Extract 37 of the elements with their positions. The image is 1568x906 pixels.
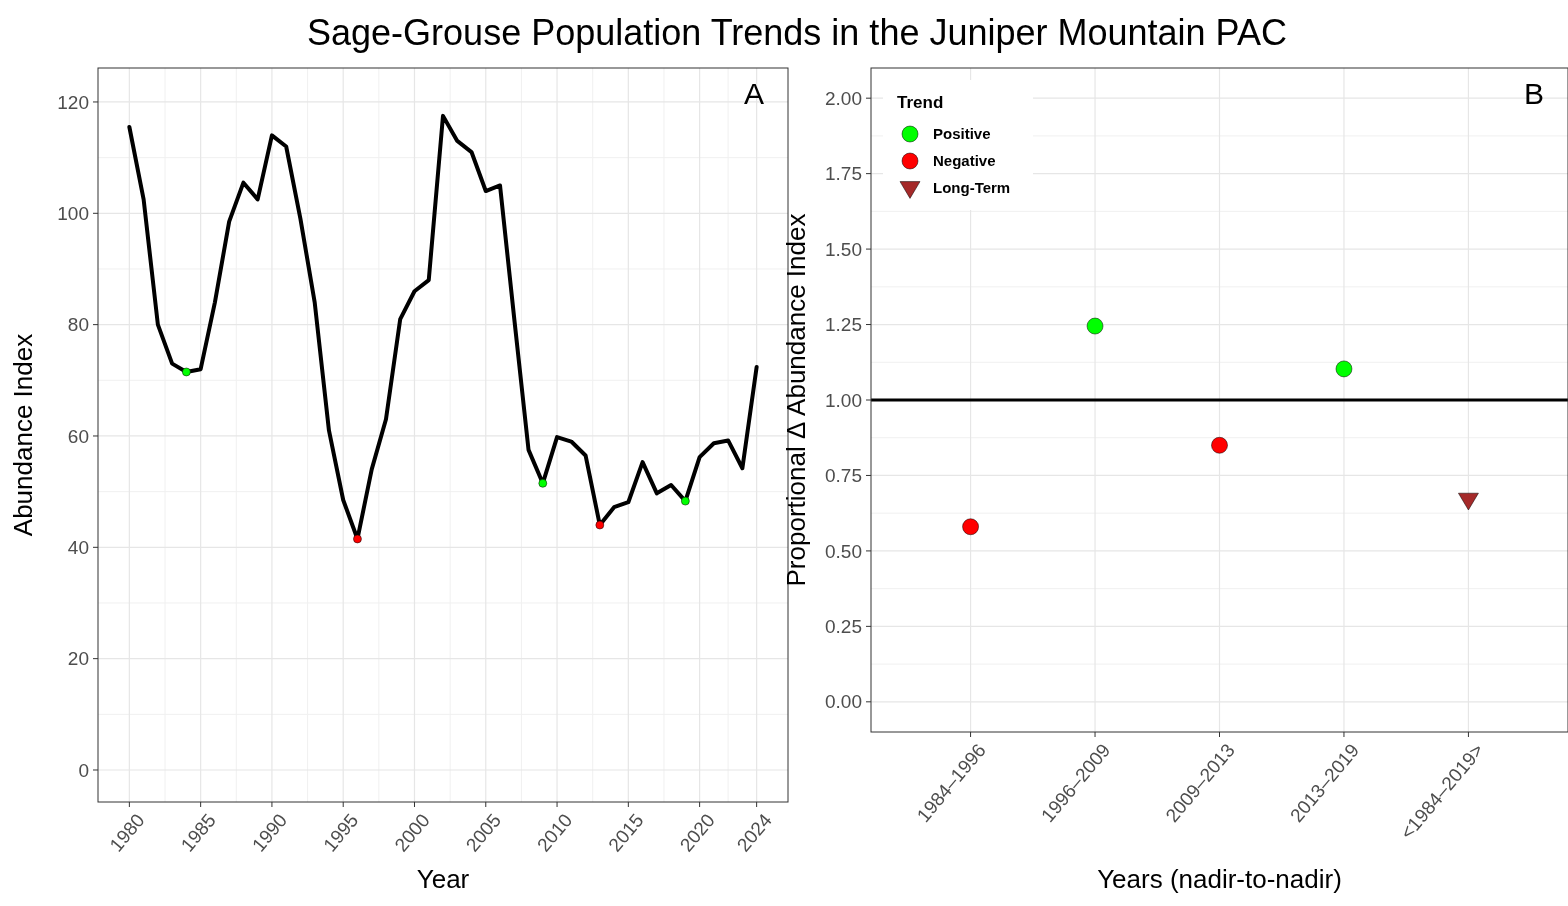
point bbox=[962, 518, 979, 536]
y-tick-label: 100 bbox=[57, 202, 89, 224]
point bbox=[595, 520, 605, 530]
point bbox=[182, 367, 191, 377]
y-tick-label: 1.00 bbox=[825, 389, 862, 411]
y-axis-title: Proportional Δ Abundance Index bbox=[781, 213, 811, 587]
y-tick-label: 1.75 bbox=[825, 163, 862, 185]
y-axis-title: Abundance Index bbox=[8, 333, 38, 537]
y-tick-label: 80 bbox=[67, 314, 89, 336]
y-tick-label: 0.25 bbox=[825, 616, 862, 638]
legend-title: Trend bbox=[897, 93, 944, 112]
legend-label: Long-Term bbox=[933, 179, 1011, 197]
y-tick-label: 0 bbox=[78, 759, 89, 781]
point bbox=[1211, 437, 1228, 454]
point bbox=[353, 534, 362, 544]
y-tick-label: 0.75 bbox=[825, 465, 862, 487]
point bbox=[681, 496, 690, 506]
x-axis-title: Year bbox=[416, 864, 470, 894]
point bbox=[1458, 492, 1479, 511]
chart-title: Sage-Grouse Population Trends in the Juniper Mountain PAC bbox=[307, 12, 1287, 53]
point bbox=[538, 479, 548, 488]
legend-label: Negative bbox=[933, 152, 996, 170]
y-tick-label: 0.50 bbox=[825, 540, 862, 562]
y-tick-label: 2.00 bbox=[825, 87, 862, 109]
y-tick-label: 1.50 bbox=[825, 238, 862, 260]
point bbox=[1086, 317, 1104, 335]
y-tick-label: 120 bbox=[57, 91, 89, 113]
legend-label: Positive bbox=[933, 125, 991, 143]
annotation: A bbox=[743, 77, 764, 110]
y-tick-label: 60 bbox=[67, 425, 89, 447]
point bbox=[1335, 360, 1353, 378]
annotation: B bbox=[1523, 77, 1544, 110]
y-tick-label: 40 bbox=[67, 536, 89, 558]
y-tick-label: 0.00 bbox=[825, 691, 862, 713]
y-tick-label: 1.25 bbox=[825, 314, 862, 336]
y-tick-label: 20 bbox=[67, 648, 89, 670]
x-axis-title: Years (nadir-to-nadir) bbox=[1097, 864, 1342, 894]
